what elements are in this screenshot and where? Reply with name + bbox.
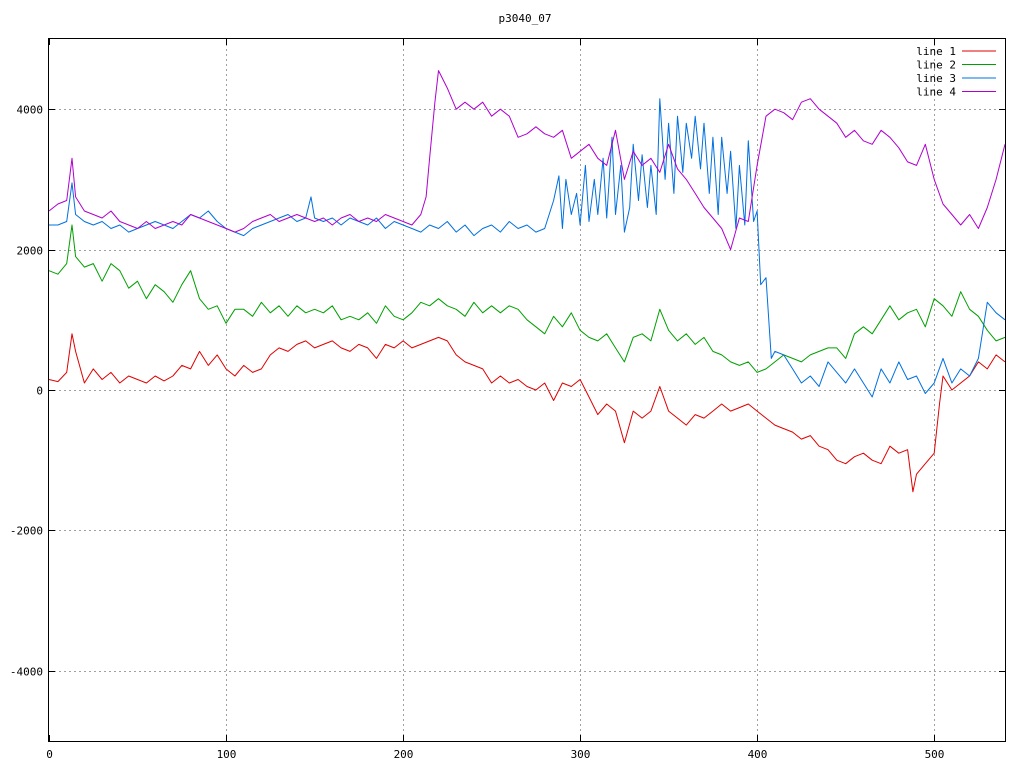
x-tick-label: 400 bbox=[748, 748, 768, 761]
y-tick-label: 4000 bbox=[17, 104, 44, 117]
series-line-1 bbox=[48, 333, 1006, 493]
x-tick-label: 300 bbox=[571, 748, 591, 761]
series-line-4 bbox=[48, 70, 1006, 251]
series-line-2 bbox=[48, 224, 1006, 373]
axis-ticks: 0 100 200 300 400 500 -4000 -2000 0 2000 4000 bbox=[10, 39, 1005, 761]
x-tick-label: 100 bbox=[217, 748, 237, 761]
x-tick-label: 200 bbox=[394, 748, 414, 761]
y-tick-label: -2000 bbox=[10, 525, 43, 538]
series-line-3 bbox=[49, 98, 1006, 398]
chart-title: p3040_07 bbox=[499, 12, 552, 25]
legend-label-1: line 1 bbox=[916, 45, 956, 58]
plot-frame bbox=[48, 38, 1006, 742]
legend-label-2: line 2 bbox=[916, 59, 956, 72]
gridlines bbox=[49, 39, 1005, 741]
x-tick-label: 0 bbox=[46, 748, 53, 761]
x-tick-label: 500 bbox=[925, 748, 945, 761]
y-tick-label: -4000 bbox=[10, 666, 43, 679]
legend-label-3: line 3 bbox=[916, 72, 956, 85]
legend-label-4: line 4 bbox=[916, 86, 956, 99]
y-tick-label: 0 bbox=[36, 385, 43, 398]
y-tick-label: 2000 bbox=[17, 245, 44, 258]
plot-area bbox=[48, 70, 1006, 493]
